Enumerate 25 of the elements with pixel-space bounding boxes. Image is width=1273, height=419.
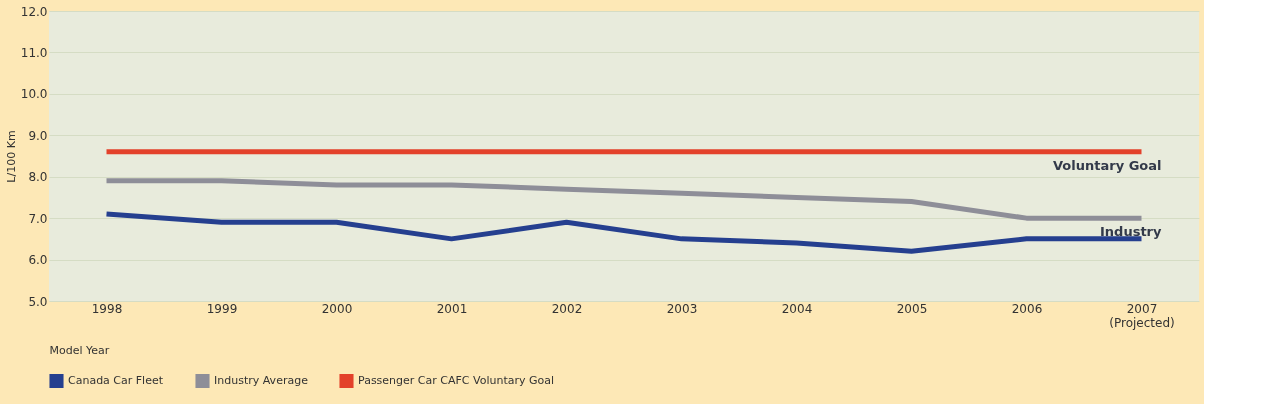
y-tick-label: 9.0 [28, 128, 48, 143]
y-tick-label: 12.0 [20, 4, 48, 19]
annotation: Voluntary Goal [1053, 157, 1162, 173]
y-tick-label: 8.0 [28, 170, 48, 185]
y-tick-label: 7.0 [28, 211, 48, 226]
y-tick-label: 5.0 [28, 294, 48, 309]
annotation: Industry [1100, 224, 1163, 240]
legend-label: Passenger Car CAFC Voluntary Goal [358, 373, 555, 387]
x-tick-label: 2002 [551, 301, 583, 316]
y-tick-label: 6.0 [28, 253, 48, 268]
x-tick-label: 2001 [436, 301, 468, 316]
y-tick-label: 10.0 [20, 87, 48, 102]
x-tick-label: 2003 [666, 301, 698, 316]
x-tick-label: 2006 [1011, 301, 1043, 316]
x-tick-label: 2005 [896, 301, 928, 316]
y-tick-label: 11.0 [20, 45, 48, 60]
x-tick-label: 1999 [206, 301, 238, 316]
x-tick-label: 1998 [91, 301, 123, 316]
x-tick-label: 2000 [321, 301, 353, 316]
y-axis-title: L/100 Km [4, 130, 18, 183]
legend-label: Industry Average [214, 373, 309, 387]
x-axis-title: Model Year [49, 343, 110, 357]
x-tick-label: 2007 (Projected) [1109, 301, 1175, 330]
x-tick-label: 2004 [781, 301, 813, 316]
legend-label: Canada Car Fleet [68, 373, 164, 387]
